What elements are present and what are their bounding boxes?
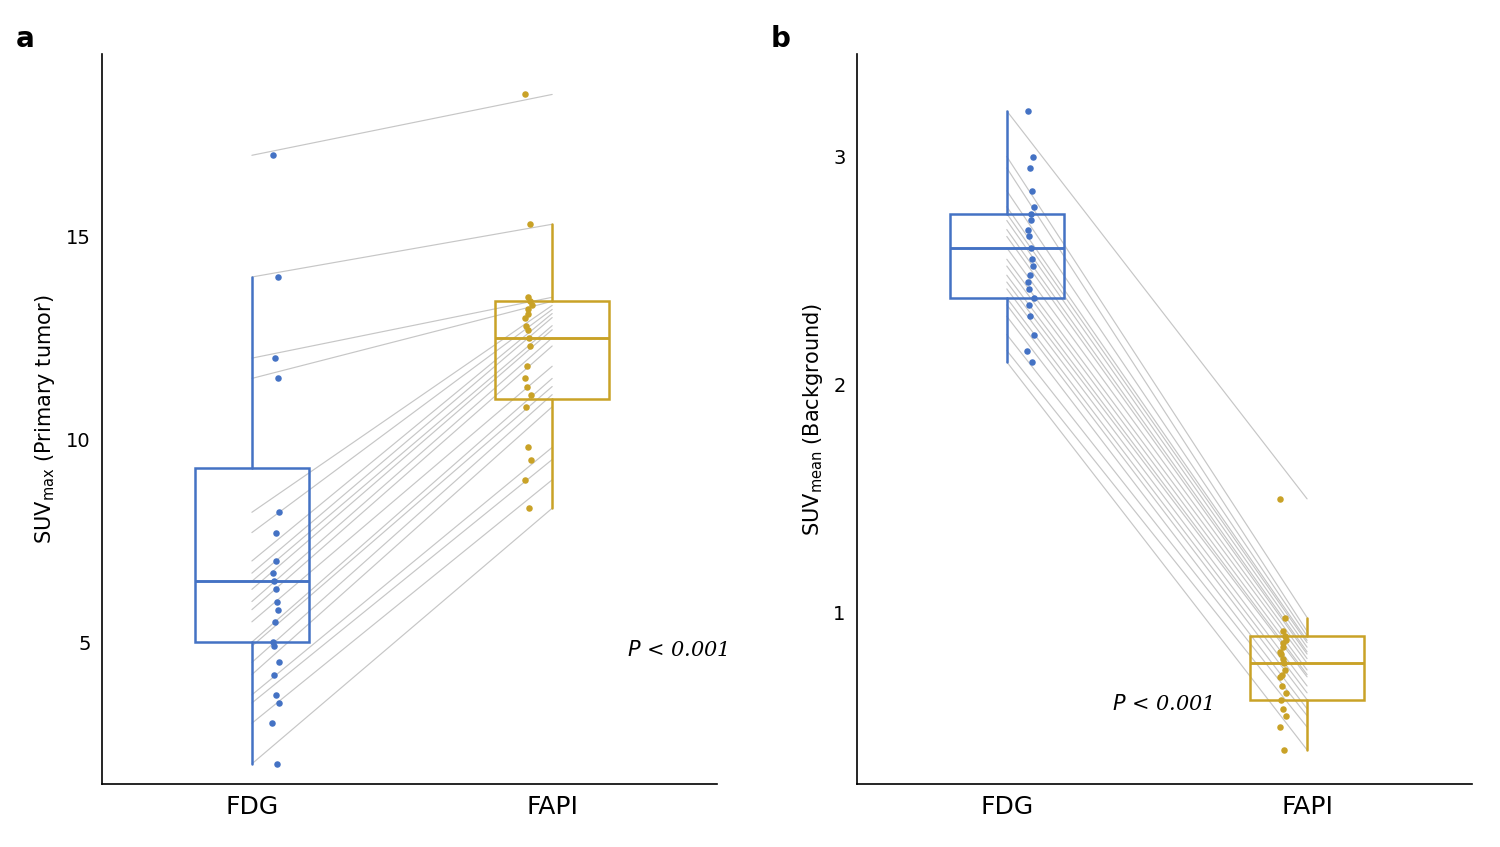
Point [1272,743,1296,756]
Bar [950,213,1064,298]
Point [267,506,291,519]
Point [518,501,542,515]
Point [513,87,537,101]
Point [519,453,543,467]
Point [514,319,538,333]
Point [1016,275,1040,289]
Point [519,299,543,313]
Y-axis label: SUV$_\mathrm{max}$ (Primary tumor): SUV$_\mathrm{max}$ (Primary tumor) [33,294,57,544]
Point [262,639,286,653]
Point [513,311,537,324]
Point [266,372,290,385]
Point [266,603,290,617]
Point [516,307,540,320]
Point [1269,679,1293,693]
Text: $P$ < 0.001: $P$ < 0.001 [627,640,728,660]
Point [1268,670,1292,684]
Point [514,379,538,393]
Point [1017,298,1041,312]
Point [264,352,288,365]
Point [264,554,288,567]
Point [1275,634,1299,647]
Point [1270,702,1294,716]
Point [1023,200,1047,213]
Point [264,526,288,540]
Point [262,615,286,628]
Point [514,400,538,413]
Point [261,567,285,580]
Point [516,359,540,373]
Point [264,757,288,771]
Point [516,291,540,304]
Bar [195,468,309,642]
Point [1016,223,1040,236]
Point [1268,645,1292,658]
Point [518,295,542,308]
Point [261,148,285,162]
Point [1270,652,1294,666]
Point [513,372,537,385]
Point [1022,328,1046,341]
Point [1022,291,1046,305]
Point [513,473,537,487]
Point [519,388,543,401]
Point [516,323,540,336]
Point [1270,640,1294,654]
Point [1019,268,1042,282]
Point [264,688,288,701]
Point [261,635,285,649]
Point [519,339,543,352]
Point [267,656,291,669]
Point [1268,720,1292,734]
Bar [495,302,609,399]
Point [266,595,290,608]
Point [1019,309,1042,323]
Point [1020,252,1044,266]
Point [1268,492,1292,506]
Point [1272,636,1296,650]
Y-axis label: SUV$_\mathrm{mean}$ (Background): SUV$_\mathrm{mean}$ (Background) [801,302,825,535]
Point [1269,647,1293,661]
Text: $P$ < 0.001: $P$ < 0.001 [1112,695,1214,714]
Point [1272,629,1296,643]
Point [1020,355,1044,368]
Point [1274,709,1298,722]
Point [1269,693,1293,706]
Text: b: b [771,25,790,53]
Point [516,440,540,454]
Point [1274,663,1298,677]
Point [266,270,290,284]
Point [1019,161,1042,174]
Point [1016,104,1040,118]
Point [262,574,286,588]
Point [1019,207,1042,220]
Point [1017,282,1041,296]
Point [261,717,285,730]
Point [1019,213,1042,227]
Point [1019,241,1042,255]
Point [1022,150,1046,163]
Point [262,667,286,681]
Point [1274,686,1298,700]
Bar [1250,636,1364,700]
Point [1272,656,1296,670]
Text: a: a [15,25,34,53]
Point [1017,230,1041,243]
Point [518,218,542,231]
Point [264,583,288,596]
Point [518,331,542,345]
Point [267,696,291,710]
Point [1022,259,1046,273]
Point [1020,184,1044,197]
Point [1270,667,1294,681]
Point [1016,344,1040,357]
Point [516,302,540,316]
Point [1270,624,1294,638]
Point [1274,611,1298,624]
